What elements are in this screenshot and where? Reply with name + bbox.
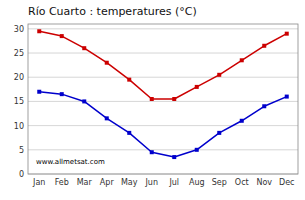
y-tick-label: 15 bbox=[14, 97, 24, 106]
x-tick-label: Oct bbox=[235, 178, 249, 187]
y-tick-label: 5 bbox=[19, 146, 24, 155]
series-line bbox=[39, 92, 287, 157]
series-group bbox=[37, 29, 289, 159]
x-tick-label: Mar bbox=[77, 178, 93, 187]
point-marker bbox=[262, 44, 266, 48]
x-tick-label: Jun bbox=[145, 178, 159, 187]
x-tick-label: Feb bbox=[55, 178, 69, 187]
x-tick-label: May bbox=[121, 178, 138, 187]
y-tick-label: 20 bbox=[14, 73, 24, 82]
chart-svg: 0 5 10 15 20 25 30 Jan Feb Mar Apr May Jun Jul Aug Sep O… bbox=[0, 0, 305, 200]
y-tick-label: 0 bbox=[19, 170, 24, 179]
point-marker bbox=[172, 97, 176, 101]
y-tick-label: 30 bbox=[14, 25, 24, 34]
grid-line bbox=[28, 149, 298, 150]
x-tick-label: Jan bbox=[32, 178, 45, 187]
point-marker bbox=[105, 61, 109, 65]
grid-line bbox=[28, 101, 298, 102]
point-marker bbox=[172, 155, 176, 159]
point-marker bbox=[150, 150, 154, 154]
series-line bbox=[39, 31, 287, 99]
point-marker bbox=[82, 46, 86, 50]
page: {"chart_data": {"type": "line", "title":… bbox=[0, 0, 305, 200]
grid-line bbox=[28, 77, 298, 78]
point-marker bbox=[240, 58, 244, 62]
point-marker bbox=[127, 131, 131, 135]
point-marker bbox=[37, 29, 41, 33]
x-tick-label: Nov bbox=[256, 178, 272, 187]
point-marker bbox=[105, 116, 109, 120]
x-tick-label: Apr bbox=[100, 178, 115, 187]
point-marker bbox=[82, 99, 86, 103]
point-marker bbox=[150, 97, 154, 101]
point-marker bbox=[217, 73, 221, 77]
x-tick-label: Sep bbox=[212, 178, 227, 187]
plot-frame bbox=[28, 24, 298, 174]
x-tick-label: Jul bbox=[168, 178, 179, 187]
point-marker bbox=[285, 32, 289, 36]
point-marker bbox=[127, 78, 131, 82]
point-marker bbox=[37, 90, 41, 94]
point-marker bbox=[195, 85, 199, 89]
x-tick-label: Aug bbox=[189, 178, 205, 187]
grid-line bbox=[28, 28, 298, 29]
axes: 0 5 10 15 20 25 30 Jan Feb Mar Apr May Jun Jul Aug Sep O… bbox=[14, 24, 298, 187]
y-tick-label: 25 bbox=[14, 49, 24, 58]
point-marker bbox=[60, 34, 64, 38]
point-marker bbox=[195, 148, 199, 152]
x-tick-label: Dec bbox=[279, 178, 294, 187]
point-marker bbox=[285, 95, 289, 99]
point-marker bbox=[217, 131, 221, 135]
point-marker bbox=[262, 104, 266, 108]
point-marker bbox=[240, 119, 244, 123]
point-marker bbox=[60, 92, 64, 96]
chart-title: Río Cuarto : temperatures (°C) bbox=[28, 5, 197, 18]
chart-container: 0 5 10 15 20 25 30 Jan Feb Mar Apr May Jun Jul Aug Sep O… bbox=[0, 0, 305, 200]
y-tick-label: 10 bbox=[14, 122, 24, 131]
grid-line bbox=[28, 125, 298, 126]
annotation: www.allmetsat.com bbox=[36, 158, 105, 166]
grid-line bbox=[28, 53, 298, 54]
grid bbox=[28, 29, 298, 174]
